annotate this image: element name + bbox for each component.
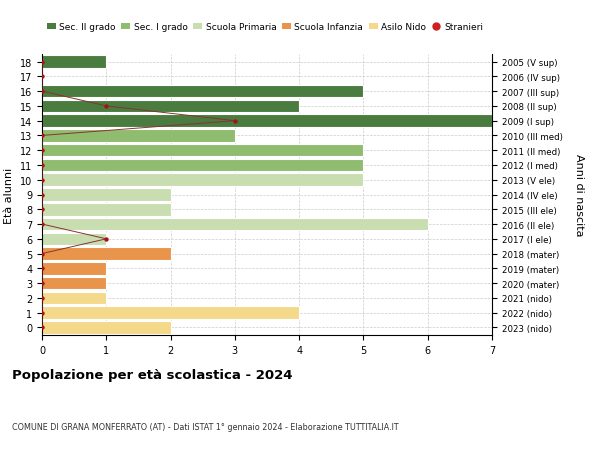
- Point: [37, 147, 47, 155]
- Point: [37, 295, 47, 302]
- Bar: [42, 189, 170, 202]
- Text: COMUNE DI GRANA MONFERRATO (AT) - Dati ISTAT 1° gennaio 2024 - Elaborazione TUTT: COMUNE DI GRANA MONFERRATO (AT) - Dati I…: [12, 422, 398, 431]
- Bar: [42, 130, 235, 142]
- Y-axis label: Anni di nascita: Anni di nascita: [574, 154, 584, 236]
- Point: [37, 73, 47, 81]
- Point: [37, 206, 47, 213]
- Point: [37, 162, 47, 169]
- Point: [37, 221, 47, 228]
- Bar: [42, 56, 106, 69]
- Bar: [42, 292, 106, 304]
- Point: [101, 235, 111, 243]
- Bar: [42, 115, 492, 128]
- Point: [37, 133, 47, 140]
- Bar: [42, 203, 170, 216]
- Bar: [42, 145, 364, 157]
- Point: [37, 265, 47, 273]
- Point: [37, 324, 47, 331]
- Legend: Sec. II grado, Sec. I grado, Scuola Primaria, Scuola Infanzia, Asilo Nido, Stran: Sec. II grado, Sec. I grado, Scuola Prim…: [47, 23, 484, 32]
- Bar: [42, 263, 106, 275]
- Point: [37, 88, 47, 95]
- Point: [37, 280, 47, 287]
- Point: [37, 177, 47, 184]
- Bar: [42, 248, 170, 260]
- Bar: [42, 218, 428, 231]
- Bar: [42, 277, 106, 290]
- Bar: [42, 321, 170, 334]
- Point: [37, 191, 47, 199]
- Bar: [42, 233, 106, 246]
- Point: [37, 250, 47, 257]
- Text: Popolazione per età scolastica - 2024: Popolazione per età scolastica - 2024: [12, 368, 293, 381]
- Point: [37, 59, 47, 66]
- Point: [37, 309, 47, 317]
- Bar: [42, 174, 364, 187]
- Bar: [42, 159, 364, 172]
- Bar: [42, 101, 299, 113]
- Point: [230, 118, 239, 125]
- Point: [101, 103, 111, 110]
- Bar: [42, 86, 364, 98]
- Bar: [42, 307, 299, 319]
- Y-axis label: Età alunni: Età alunni: [4, 167, 14, 223]
